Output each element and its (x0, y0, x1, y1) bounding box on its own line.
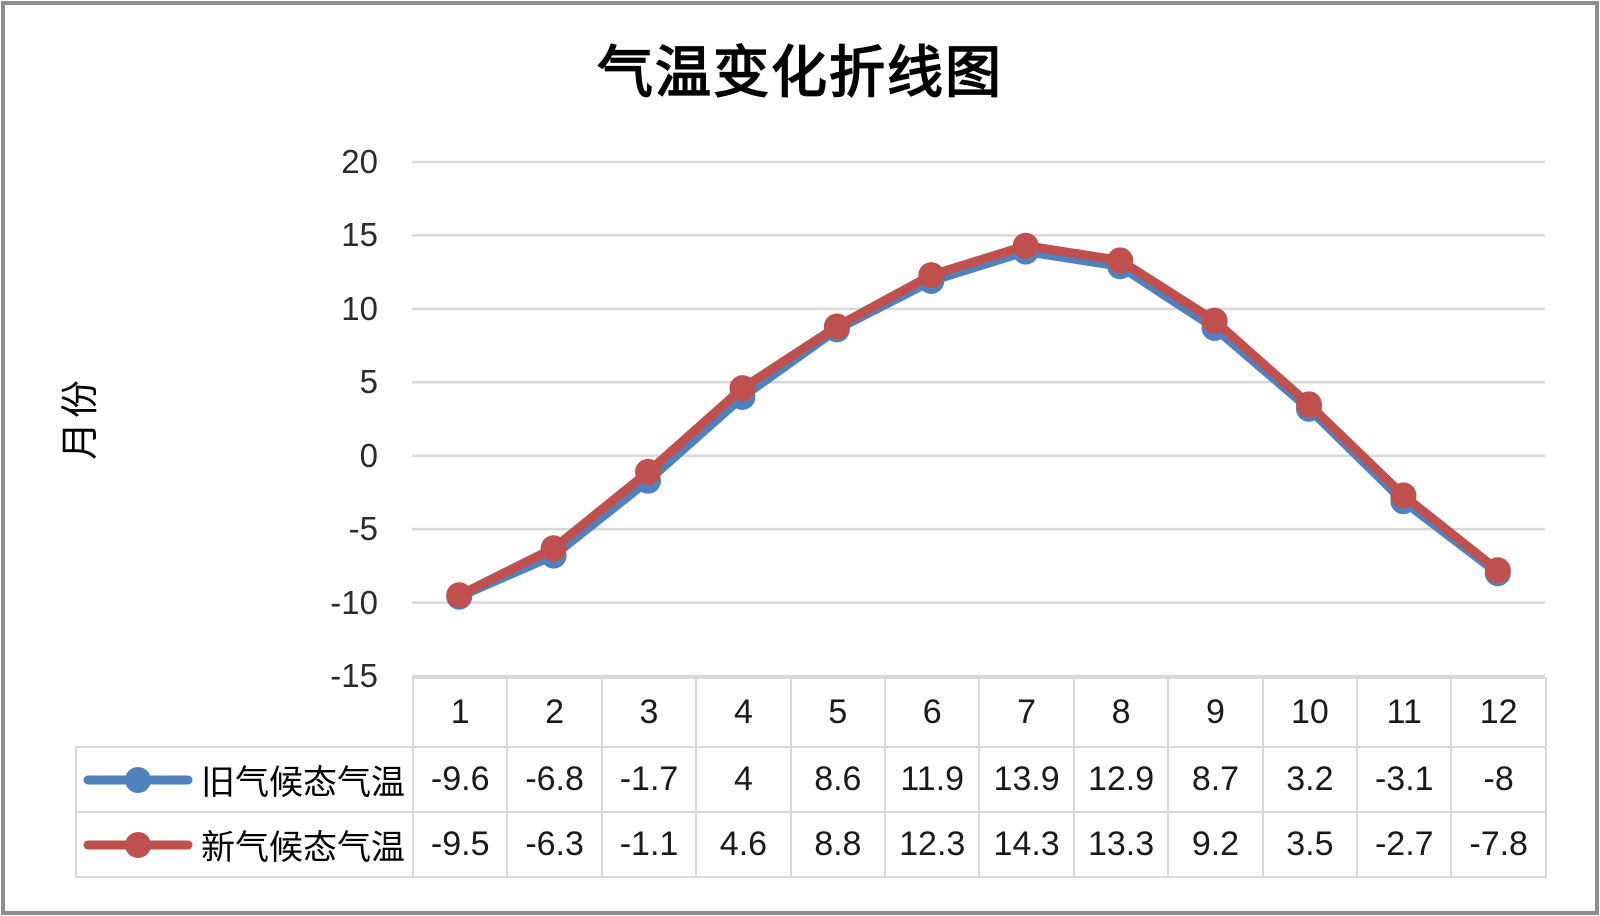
y-tick-label: 0 (359, 436, 378, 474)
month-header-cell: 6 (884, 677, 981, 748)
table-corner-cell (76, 678, 414, 748)
value-cell: 13.3 (1072, 811, 1170, 878)
y-tick-label: 15 (341, 216, 378, 254)
data-point-marker (1012, 232, 1039, 259)
value-cell: -6.8 (506, 746, 603, 813)
legend-cell: 旧气候态气温 (75, 746, 414, 813)
chart-data-table: 1 2 3 4 5 6 7 8 9 10 11 12 旧气候态气温 -9.6 -6.8 -1.7 4 8.6 11.… (75, 677, 1547, 878)
series-name: 旧气候态气温 (201, 765, 405, 802)
y-tick-label: -10 (330, 583, 378, 621)
legend-line-marker-icon (83, 831, 193, 858)
data-point-marker (1295, 391, 1322, 418)
month-header-cell: 7 (978, 677, 1075, 748)
series-line-1 (454, 241, 1503, 600)
value-cell: -6.3 (506, 811, 603, 878)
legend-cell: 新气候态气温 (75, 811, 414, 878)
y-tick-label: -5 (348, 510, 378, 548)
value-cell: -9.6 (411, 746, 509, 813)
value-cell: -1.1 (600, 811, 698, 878)
value-cell: -1.7 (600, 746, 698, 813)
value-cell: -3.1 (1356, 746, 1453, 813)
data-point-marker (1201, 307, 1228, 334)
month-header-cell: 4 (695, 677, 792, 748)
series-line-0 (454, 247, 1503, 602)
data-point-marker (635, 458, 662, 485)
value-cell: 8.7 (1167, 746, 1264, 813)
value-cell: 11.9 (884, 746, 981, 813)
month-header-cell: 5 (789, 677, 887, 748)
value-cell: 12.9 (1072, 746, 1170, 813)
value-cell: 13.9 (978, 746, 1075, 813)
month-header-cell: 9 (1167, 677, 1264, 748)
value-cell: 8.6 (789, 746, 887, 813)
series-name: 新气候态气温 (201, 830, 405, 867)
table-row-series-1: 新气候态气温 -9.5 -6.3 -1.1 4.6 8.8 12.3 14.3 13.3 9.2 3… (75, 811, 1547, 878)
value-cell: 4 (695, 746, 792, 813)
month-header-cell: 12 (1450, 677, 1547, 748)
value-cell: 9.2 (1167, 811, 1264, 878)
y-tick-label: 10 (341, 289, 378, 327)
value-cell: 12.3 (884, 811, 981, 878)
table-row-series-0: 旧气候态气温 -9.6 -6.8 -1.7 4 8.6 11.9 13.9 12.9 8.7 3.2… (75, 746, 1547, 813)
month-header-cell: 11 (1356, 677, 1453, 748)
data-point-marker (918, 262, 945, 289)
value-cell: 3.2 (1261, 746, 1359, 813)
data-point-marker (446, 582, 473, 609)
month-header-cell: 10 (1261, 677, 1359, 748)
value-cell: -9.5 (411, 811, 509, 878)
month-header-cell: 1 (411, 677, 509, 748)
month-header-cell: 2 (506, 677, 603, 748)
legend-line-marker-icon (83, 766, 193, 793)
value-cell: 8.8 (789, 811, 887, 878)
data-point-marker (1107, 247, 1134, 274)
chart-title: 气温变化折线图 (597, 43, 1003, 105)
y-tick-label: 20 (341, 143, 378, 180)
value-cell: -7.8 (1450, 811, 1547, 878)
value-cell: -8 (1450, 746, 1547, 813)
data-point-marker (540, 535, 567, 562)
value-cell: 4.6 (695, 811, 792, 878)
value-cell: -2.7 (1356, 811, 1453, 878)
data-point-marker (1390, 482, 1417, 509)
y-tick-label: 5 (359, 363, 378, 401)
month-header-cell: 8 (1072, 677, 1170, 748)
data-point-marker (729, 375, 756, 402)
value-cell: 14.3 (978, 811, 1075, 878)
month-header-cell: 3 (600, 677, 698, 748)
data-point-marker (823, 313, 850, 340)
value-cell: 3.5 (1261, 811, 1359, 878)
data-point-marker (1484, 557, 1511, 584)
